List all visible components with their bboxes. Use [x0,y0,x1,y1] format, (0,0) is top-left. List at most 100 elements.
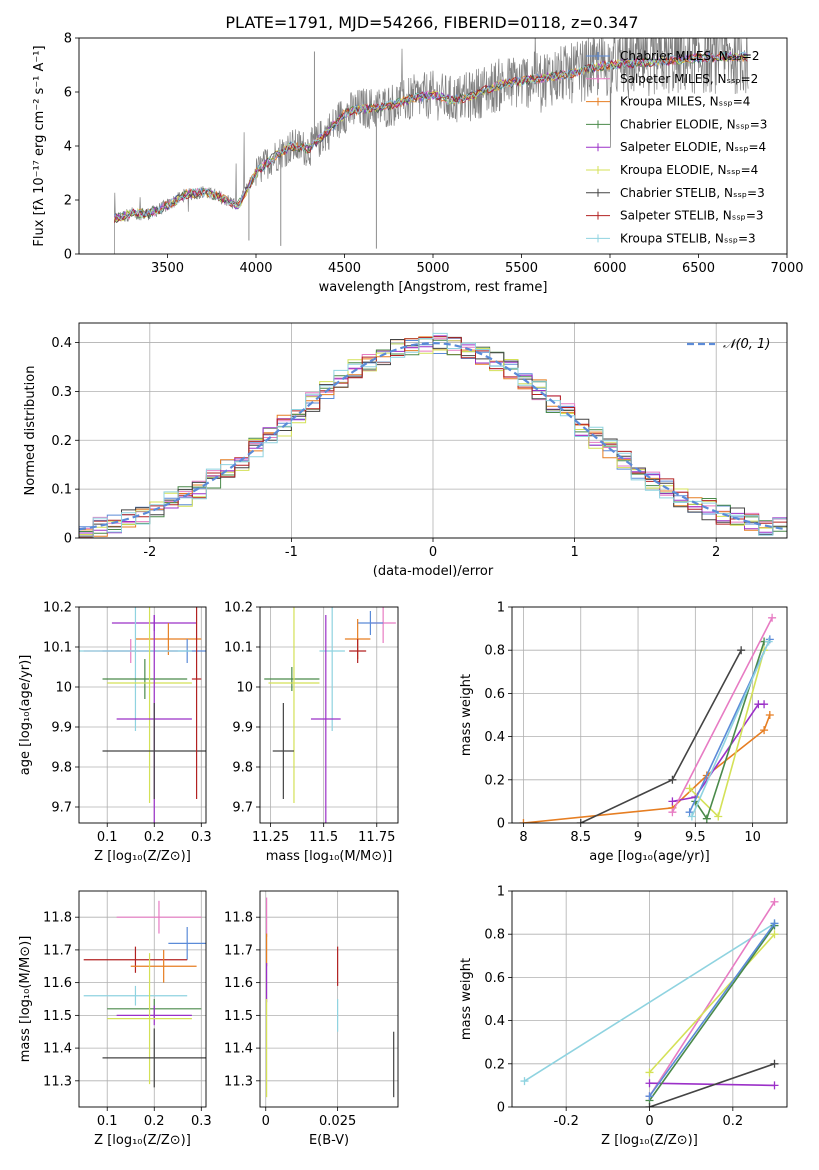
plot-area [519,613,777,823]
panel-6: 0.1 0.2 0.3 11.3 11.4 11.5 11.6 11.7 11.8 Z [log₁… [18,890,212,1148]
y-axis-label: mass [log₁₀(M/M⊙)] [18,936,33,1063]
legend-entry: Chabrier MILES, Nₛₛₚ=2 [620,49,760,63]
y-axis-label: mass weight [459,958,474,1040]
mass-weight-marker [768,613,777,622]
plot-area [79,332,787,538]
x-tick-label: -2 [143,545,156,560]
data-spectrum [114,38,749,254]
mass-weight-line [648,933,776,1073]
panel-3: 0.1 0.2 0.3 9.7 9.8 9.9 10 10.1 10.2 Z [log₁₀(Z/Z… [18,601,212,865]
y-tick-label: 10 [236,681,253,696]
y-tick-label: 11.8 [224,911,253,926]
y-tick-label: 4 [64,140,72,155]
histogram-series [79,332,787,538]
x-tick-label: 5000 [416,261,449,276]
mass-weight-marker [668,775,677,784]
x-tick-label: 1 [570,545,578,560]
model-series-line [114,52,748,222]
x-tick-label: 8.5 [570,830,591,845]
x-tick-label: 11.5 [309,830,338,845]
y-tick-label: 0.6 [484,687,505,702]
legend: Chabrier MILES, Nₛₛₚ=2 Salpeter MILES, Nₛ… [586,49,767,245]
y-tick-label: 9.7 [232,801,253,816]
legend-entry: Chabrier STELIB, Nₛₛₚ=3 [620,186,765,200]
mass-weight-line [691,641,770,817]
axes-frame [259,890,399,1108]
y-tick-label: 0 [497,1101,505,1116]
y-tick-label: 11.7 [43,943,72,958]
y-tick-label: 11.6 [43,976,72,991]
y-tick-label: 11.3 [224,1074,253,1089]
x-tick-label: 0.2 [144,830,165,845]
legend-entry: Salpeter STELIB, Nₛₛₚ=3 [620,209,764,223]
x-tick-label: 10 [744,830,761,845]
legend-entry: Kroupa MILES, Nₛₛₚ=4 [620,95,750,109]
mass-weight-marker [519,819,528,823]
y-tick-label: 11.5 [43,1009,72,1024]
chart-title: PLATE=1791, MJD=54266, FIBERID=0118, z=0… [225,13,638,32]
y-tick-label: 10 [55,681,72,696]
x-tick-label: 7000 [770,261,803,276]
axes-frame [78,890,207,1108]
y-tick-label: 6 [64,86,72,101]
plot-area [83,900,206,1088]
mass-weight-marker [760,700,769,709]
normal-curve [79,341,787,531]
x-tick-label: 4000 [239,261,272,276]
mass-weight-marker [645,1103,654,1107]
legend-entry: Kroupa STELIB, Nₛₛₚ=3 [620,231,756,245]
x-tick-label: 0.3 [191,1114,212,1129]
y-tick-label: 9.9 [232,721,253,736]
mass-weight-line [648,925,776,1101]
x-tick-label: -1 [285,545,298,560]
y-tick-label: 10.1 [224,641,253,656]
mass-weight-marker [687,812,696,821]
mass-weight-marker [737,646,746,655]
mass-weight-marker [770,897,779,906]
mass-weight-marker [668,797,677,806]
mass-weight-marker [760,726,769,735]
mass-weight-marker [645,1068,654,1077]
mass-weight-line [524,922,775,1082]
y-tick-label: 0.2 [484,773,505,788]
x-axis-label: (data-model)/error [373,564,494,579]
y-tick-label: 0.4 [484,1014,505,1029]
y-tick-label: 10.2 [224,601,253,616]
y-tick-label: 0.2 [51,434,72,449]
y-tick-label: 10.1 [43,641,72,656]
mass-weight-marker [645,1079,654,1088]
panel-2: -2 -1 0 1 2 0 0.1 0.2 0.3 0.4 (data-model)/error No… [23,322,788,579]
y-tick-label: 9.8 [51,761,72,776]
plot-area [266,897,395,1098]
mass-weight-line [648,922,776,1097]
x-tick-label: 0.025 [319,1114,356,1129]
x-tick-label: 0.2 [144,1114,165,1129]
mass-weight-marker [685,784,694,793]
x-axis-label: Z [log₁₀(Z/Z⊙)] [94,849,191,864]
x-tick-label: 8 [519,830,527,845]
axes-frame [259,606,399,824]
mass-weight-line [649,1063,775,1107]
mass-weight-line [671,617,773,813]
x-tick-label: 3500 [151,261,184,276]
axes-frame [78,37,788,255]
legend: 𝒩(0, 1) [687,337,770,352]
axes-frame [78,322,788,539]
panel-7: 0 0.025 11.3 11.4 11.5 11.6 11.7 11.8 E(B-V) [224,890,399,1148]
model-series-line [114,51,748,224]
mass-weight-line [649,1082,775,1087]
y-tick-label: 11.4 [43,1042,72,1057]
mass-weight-marker [685,808,694,817]
x-tick-label: 11.75 [358,830,395,845]
y-tick-label: 0 [64,532,72,547]
x-tick-label: -0.2 [553,1114,578,1129]
x-tick-label: 6000 [593,261,626,276]
histogram-series [79,338,787,535]
y-tick-label: 10.2 [43,601,72,616]
mass-weight-marker [714,812,723,821]
y-tick-label: 8 [64,32,72,47]
panel-5: 8 8.5 9 9.5 10 0 0.2 0.4 0.6 0.8 1 age [log₁₀(age/y… [459,601,788,864]
y-tick-label: 0.1 [51,483,72,498]
model-series-line [114,51,748,221]
panel-4: 11.25 11.5 11.75 9.7 9.8 9.9 10 10.1 10.2 mass [l… [224,601,399,864]
